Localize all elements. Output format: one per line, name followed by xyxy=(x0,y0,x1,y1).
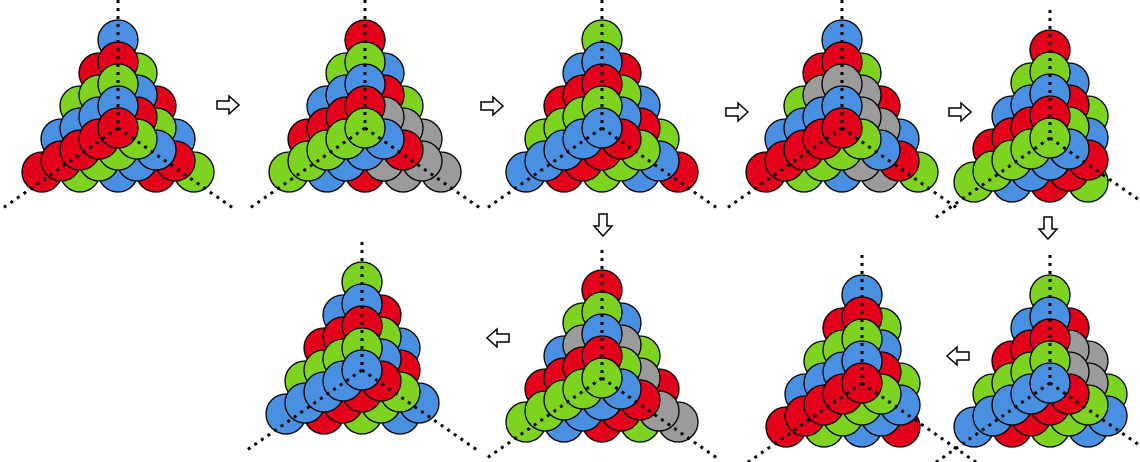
arrow xyxy=(480,95,505,117)
pyramid xyxy=(934,10,1140,220)
arrow xyxy=(948,101,973,123)
arrow xyxy=(945,345,970,367)
pyramid xyxy=(746,255,978,462)
pyramid xyxy=(249,0,481,210)
pyramid xyxy=(726,0,958,210)
arrow xyxy=(725,101,750,123)
pyramid xyxy=(246,242,478,452)
arrow xyxy=(485,327,510,349)
pyramid xyxy=(934,255,1140,462)
pyramid xyxy=(2,0,234,210)
pyramid xyxy=(486,250,718,460)
arrow xyxy=(1037,216,1059,241)
arrow xyxy=(592,213,614,238)
arrow xyxy=(216,94,241,116)
pyramid xyxy=(486,0,718,210)
